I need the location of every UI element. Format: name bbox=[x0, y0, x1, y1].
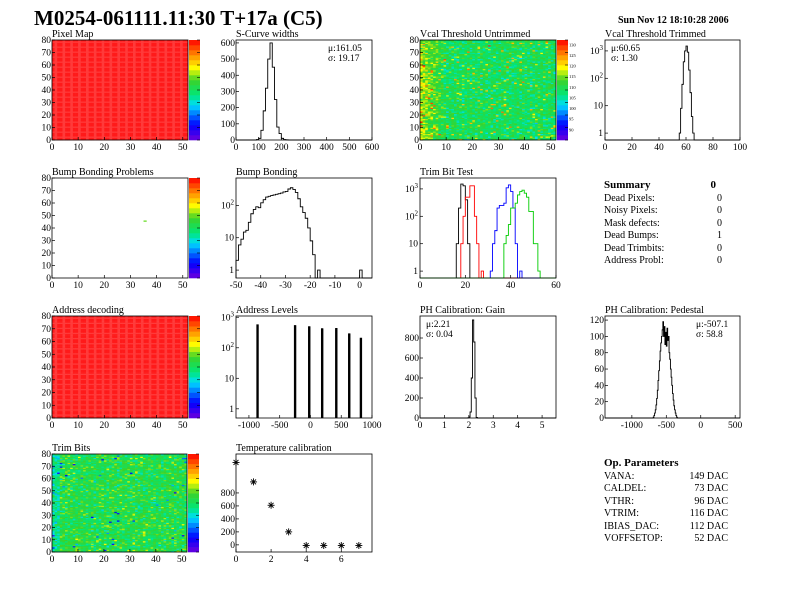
chart-title: Pixel Map bbox=[52, 29, 93, 40]
heatmap-cells bbox=[52, 40, 188, 140]
